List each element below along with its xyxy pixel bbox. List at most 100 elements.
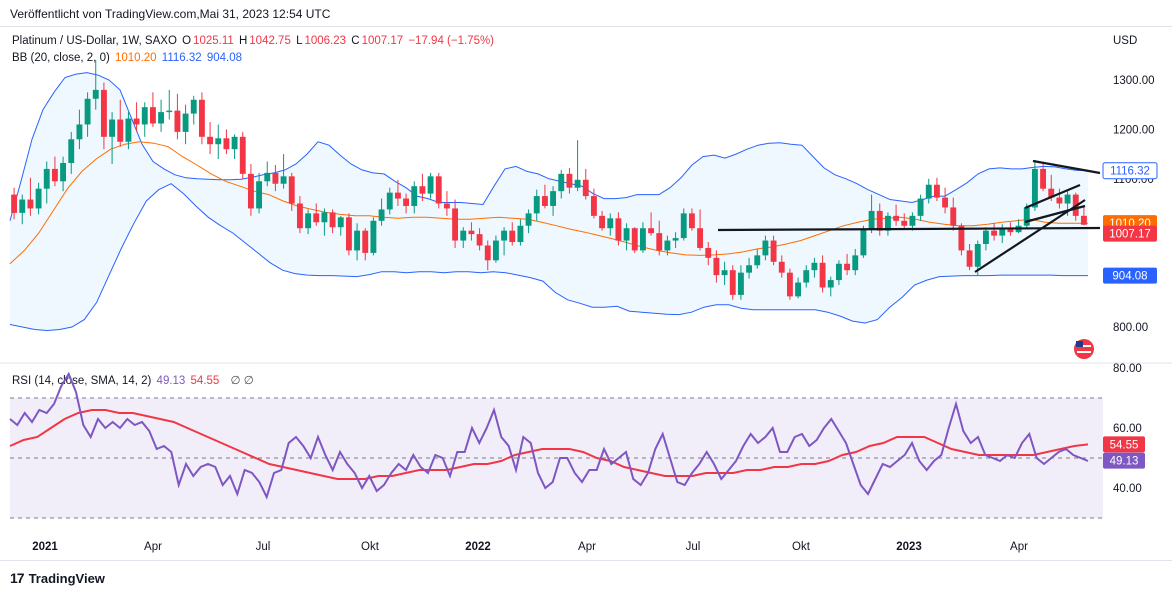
candle-body	[664, 240, 671, 251]
candle-body	[737, 272, 744, 295]
candle-body	[958, 225, 965, 251]
candle-body	[942, 197, 949, 208]
candle-body	[844, 263, 851, 271]
candle-body	[35, 188, 42, 209]
bb-label[interactable]: BB (20, close, 2, 0)	[12, 52, 110, 64]
bb-basis-line	[9, 141, 1088, 265]
candle-body	[868, 210, 875, 230]
candle-body	[329, 212, 336, 228]
symbol-label[interactable]: Platinum / US-Dollar, 1W, SAXO	[12, 35, 177, 47]
bb-lower-value: 904.08	[206, 52, 243, 64]
hidden-values-icon[interactable]: ∅ ∅	[230, 375, 254, 387]
channel-trendline-lower	[1024, 204, 1086, 224]
rsi-line	[9, 371, 1089, 500]
candle-body	[1023, 207, 1030, 226]
candle-body	[672, 238, 679, 241]
candle-body	[60, 162, 67, 182]
candle-body	[313, 213, 320, 223]
candle-body	[386, 192, 393, 210]
candle-body	[19, 199, 26, 213]
candle-body	[305, 213, 312, 229]
bb-lower-badge: 904.08	[1112, 271, 1147, 283]
candle-body	[901, 220, 908, 226]
currency-label: USD	[1113, 35, 1137, 47]
descending-trendline	[1032, 159, 1101, 175]
candle-body	[623, 228, 630, 241]
candle-body	[803, 270, 810, 283]
candle-body	[631, 228, 638, 251]
candle-body	[729, 270, 736, 295]
candle-body	[27, 199, 34, 209]
candle-body	[509, 230, 516, 243]
bb-lower-line	[9, 183, 1088, 332]
candle-body	[599, 215, 606, 229]
candle-body	[917, 198, 924, 216]
close-label: C	[351, 35, 360, 47]
candle-body	[533, 196, 540, 214]
rsi-sma-badge: 54.55	[1110, 439, 1139, 451]
candle-body	[705, 247, 712, 258]
candle-body	[337, 217, 344, 228]
candle-body	[860, 229, 867, 256]
candle-body	[68, 139, 75, 163]
time-axis-tick: 2022	[465, 541, 491, 553]
close-badge: 1007.17	[1109, 229, 1151, 241]
candle-body	[501, 230, 508, 241]
candle-body	[893, 215, 900, 221]
candle-body	[615, 218, 622, 241]
candle-body	[296, 203, 303, 229]
candle-body	[484, 245, 491, 261]
rsi-axis-tick: 40.00	[1113, 483, 1142, 495]
bb-legend: BB (20, close, 2, 0) 1010.20 1116.32 904…	[12, 52, 244, 64]
candle-body	[1007, 229, 1014, 233]
candle-body	[370, 220, 377, 253]
candle-body	[876, 210, 883, 231]
close-badge-bg	[1103, 225, 1157, 242]
candle-body	[933, 184, 940, 198]
time-axis-tick: 2023	[896, 541, 922, 553]
low-label: L	[296, 35, 303, 47]
candle-body	[76, 124, 83, 140]
time-axis-tick: 2021	[32, 541, 58, 553]
candle-body	[378, 209, 385, 221]
rsi-sma-badge-bg	[1103, 436, 1145, 453]
candle-body	[419, 186, 426, 194]
candle-body	[1031, 168, 1038, 208]
candle-body	[1040, 168, 1047, 189]
candle-body	[166, 110, 173, 113]
published-note: Veröffentlicht von TradingView.com,Mai 3…	[10, 7, 331, 21]
candle-body	[639, 228, 646, 251]
candle-body	[84, 98, 91, 125]
support-trendline	[717, 226, 1101, 232]
candle-body	[125, 118, 132, 142]
candle-body	[680, 213, 687, 239]
candle-body	[762, 240, 769, 256]
candle-body	[550, 191, 557, 206]
candle-body	[403, 198, 410, 206]
rsi-label[interactable]: RSI (14, close, SMA, 14, 2)	[12, 375, 152, 387]
candle-body	[835, 263, 842, 281]
candle-body	[109, 119, 116, 137]
rsi-axis-tick: 60.00	[1113, 423, 1142, 435]
candle-body	[345, 217, 352, 251]
time-axis-tick: Apr	[1010, 541, 1028, 553]
candle-body	[51, 168, 58, 182]
candle-body	[574, 179, 581, 188]
time-axis-tick: Jul	[686, 541, 701, 553]
rsi-axis-tick: 80.00	[1113, 363, 1142, 375]
candle-body	[158, 112, 165, 124]
candle-body	[754, 255, 761, 266]
candle-body	[256, 181, 263, 209]
candle-body	[231, 136, 238, 150]
candle-body	[452, 208, 459, 241]
rsi-value: 49.13	[156, 375, 186, 387]
candle-body	[950, 207, 957, 226]
time-axis-tick: Okt	[361, 541, 380, 553]
candle-body	[1080, 215, 1087, 225]
bb-lower-badge-bg	[1103, 267, 1157, 284]
candle-body	[141, 107, 148, 125]
candle-body	[558, 173, 565, 192]
candle-body	[795, 282, 802, 297]
candle-body	[149, 107, 156, 124]
